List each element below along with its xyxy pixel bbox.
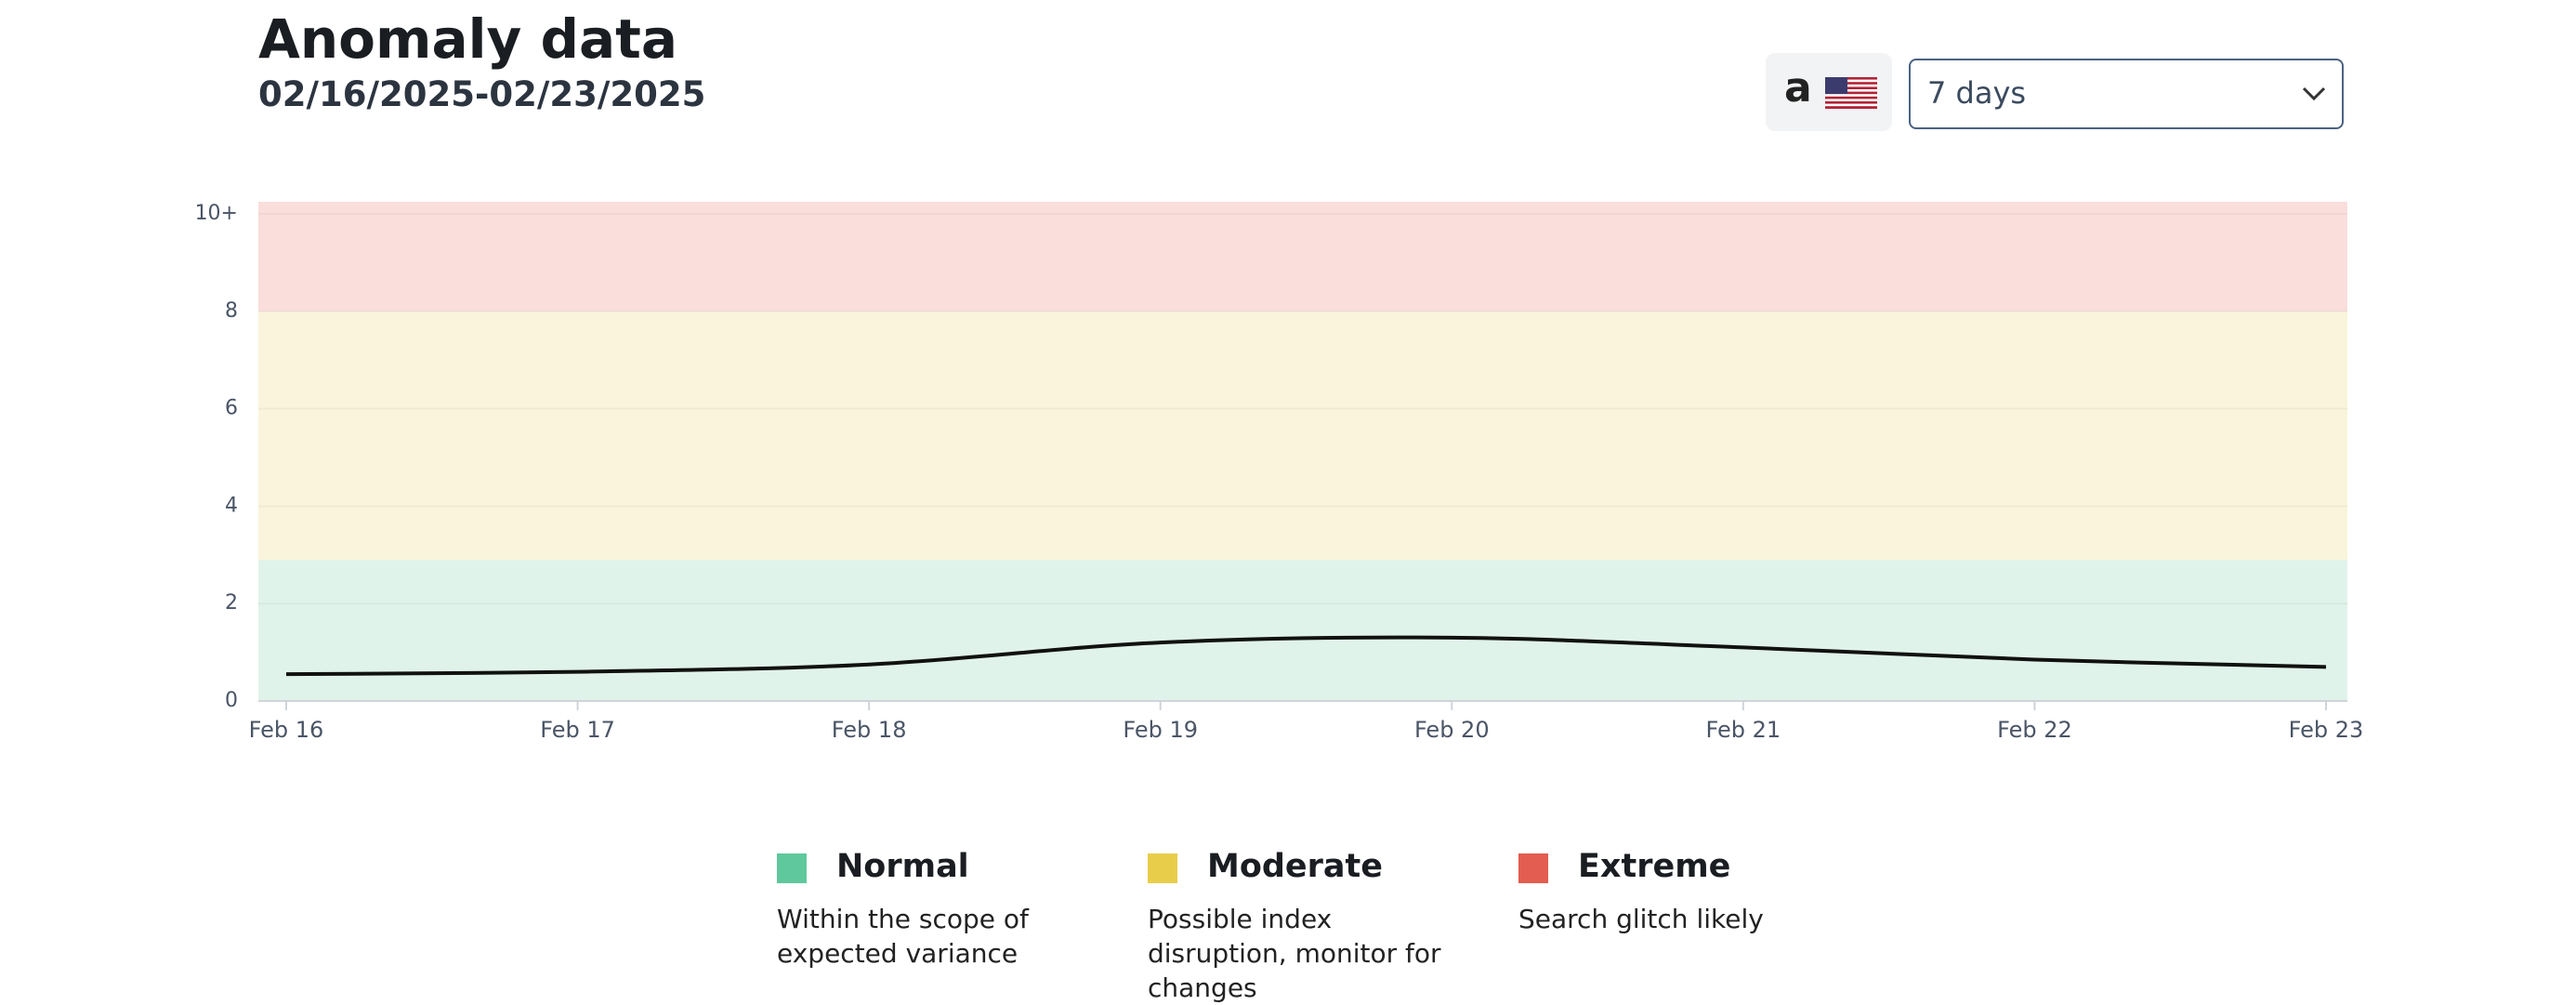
legend-description: Within the scope of expected variance	[777, 904, 1029, 969]
y-tick-label: 6	[225, 397, 238, 420]
x-tick-label: Feb 19	[1123, 717, 1198, 743]
line	[285, 635, 2327, 677]
x-tick-label: Feb 23	[2289, 717, 2364, 743]
legend-description: Possible index disruption, monitor for c…	[1148, 904, 1441, 1003]
band	[258, 202, 2347, 311]
marketplace-button[interactable]: a	[1766, 53, 1892, 131]
x-tick-label: Feb 16	[249, 717, 324, 743]
y-tick-label: 10+	[195, 202, 238, 225]
legend-name: Moderate	[1207, 848, 1384, 885]
y-tick-label: 8	[225, 299, 238, 323]
range-value: 7 days	[1927, 75, 2027, 111]
band	[258, 311, 2347, 561]
marketplace-logo: a	[1784, 64, 1812, 112]
chevron	[2302, 86, 2326, 101]
band	[258, 560, 2347, 701]
x-tick-label: Feb 17	[540, 717, 615, 743]
legend-swatch	[1518, 853, 1548, 883]
date-range: 02/16/2025-02/23/2025	[258, 74, 706, 114]
x-tick-label: Feb 20	[1414, 717, 1490, 743]
legend-description: Search glitch likely	[1518, 904, 1764, 934]
y-tick-label: 0	[225, 689, 238, 712]
legend-swatch	[777, 853, 807, 883]
x-tick-label: Feb 22	[1997, 717, 2072, 743]
legend-name: Extreme	[1578, 848, 1731, 885]
legend-name: Normal	[836, 848, 969, 885]
x-tick-label: Feb 18	[832, 717, 907, 743]
us-flag	[1825, 77, 1877, 109]
y-tick-label: 2	[225, 591, 238, 615]
range-select[interactable]: 7 days	[1909, 59, 2344, 129]
x-tick-label: Feb 21	[1706, 717, 1781, 743]
chart-title: Anomaly data	[258, 7, 678, 71]
y-tick-label: 4	[225, 494, 238, 517]
legend-swatch	[1148, 853, 1177, 883]
